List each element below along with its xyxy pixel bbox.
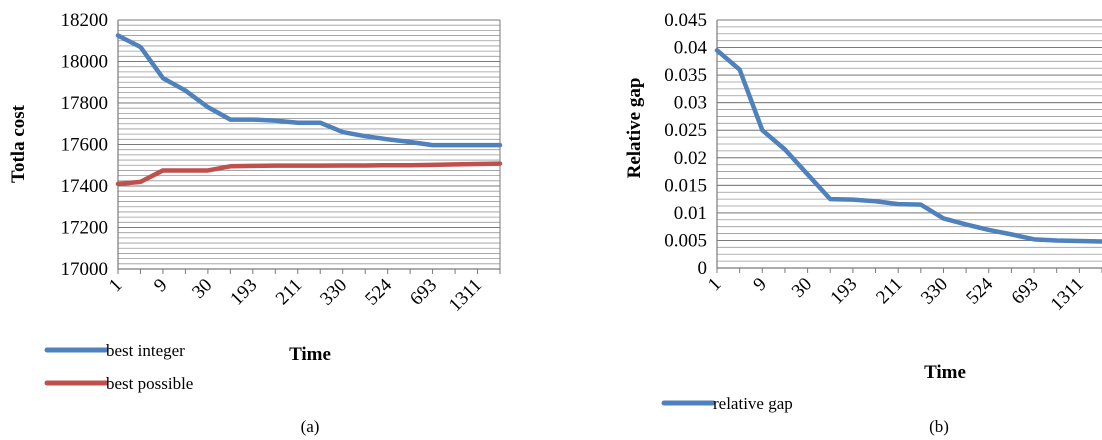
y-tick-label: 18000	[61, 52, 109, 73]
chart-b: 0 0.005 0.01 0.015 0.02 0.025 0.03 0.035 0.04 0.0…	[624, 10, 1102, 436]
x-tick-label: 193	[226, 275, 261, 310]
y-tick-label: 0.03	[674, 93, 707, 114]
chart-b-series	[714, 48, 1102, 244]
x-tick-label: 1	[105, 275, 127, 297]
y-tick-label: 0	[698, 258, 708, 279]
chart-a-x-axis-title: Time	[289, 344, 331, 365]
chart-b-legend: relative gap	[661, 394, 793, 413]
chart-a: 17000 17200 17400 17600 17800 18000 18200 1 9 30…	[8, 10, 503, 436]
chart-a-gridlines	[118, 19, 500, 270]
x-tick-label: 9	[749, 274, 771, 296]
x-tick-label: 9	[150, 275, 172, 297]
x-tick-label: 330	[917, 274, 952, 309]
y-tick-label: 17800	[61, 93, 109, 114]
chart-b-x-tick-labels: 1 9 30 193 211 330 524 693 1311	[704, 273, 1088, 315]
y-tick-label: 17600	[61, 135, 109, 156]
chart-a-legend: best integer best possible	[44, 341, 193, 393]
legend-label-relative-gap: relative gap	[713, 394, 793, 413]
y-tick-label: 0.025	[664, 120, 707, 141]
chart-b-axes	[716, 20, 1102, 273]
x-tick-label: 330	[316, 275, 351, 310]
x-tick-label: 193	[826, 274, 861, 309]
legend-label-best-possible: best possible	[106, 374, 193, 393]
chart-b-x-axis-title: Time	[924, 362, 966, 383]
chart-b-y-tick-labels: 0 0.005 0.01 0.015 0.02 0.025 0.03 0.035 0.04 0.0…	[664, 10, 707, 279]
chart-a-caption: (a)	[301, 417, 320, 436]
y-tick-label: 0.015	[664, 175, 707, 196]
chart-a-series	[115, 33, 503, 187]
y-tick-label: 0.01	[674, 203, 707, 224]
x-tick-label: 211	[272, 275, 307, 310]
y-tick-label: 0.045	[664, 10, 707, 31]
y-tick-label: 17000	[61, 259, 109, 280]
x-tick-label: 1311	[445, 275, 486, 316]
x-tick-label: 524	[361, 274, 396, 309]
chart-a-x-tick-labels: 1 9 30 193 211 330 524 693 1311	[105, 274, 486, 316]
chart-b-caption: (b)	[929, 417, 949, 436]
chart-b-y-axis-title: Relative gap	[624, 78, 645, 179]
x-tick-label: 1	[704, 274, 726, 296]
x-tick-label: 693	[1008, 274, 1043, 309]
y-tick-label: 0.005	[664, 230, 707, 251]
series-line-best-integer	[115, 33, 503, 148]
y-tick-label: 17200	[61, 218, 109, 239]
chart-a-y-tick-labels: 17000 17200 17400 17600 17800 18000 18200	[61, 10, 109, 280]
x-tick-label: 30	[188, 275, 216, 303]
chart-a-y-axis-title: Totla cost	[8, 104, 29, 183]
series-line-relative-gap	[714, 48, 1102, 244]
x-tick-label: 524	[962, 273, 997, 308]
y-tick-label: 0.035	[664, 65, 707, 86]
y-tick-label: 0.02	[674, 148, 707, 169]
series-line-best-possible	[115, 161, 503, 187]
legend-label-best-integer: best integer	[106, 341, 185, 360]
y-tick-label: 17400	[61, 176, 109, 197]
y-tick-label: 18200	[61, 10, 109, 31]
x-tick-label: 1311	[1047, 274, 1088, 315]
x-tick-label: 30	[788, 274, 816, 302]
x-tick-label: 693	[406, 275, 441, 310]
y-tick-label: 0.04	[674, 38, 708, 59]
x-tick-label: 211	[872, 274, 907, 309]
chart-b-gridlines	[717, 19, 1102, 269]
